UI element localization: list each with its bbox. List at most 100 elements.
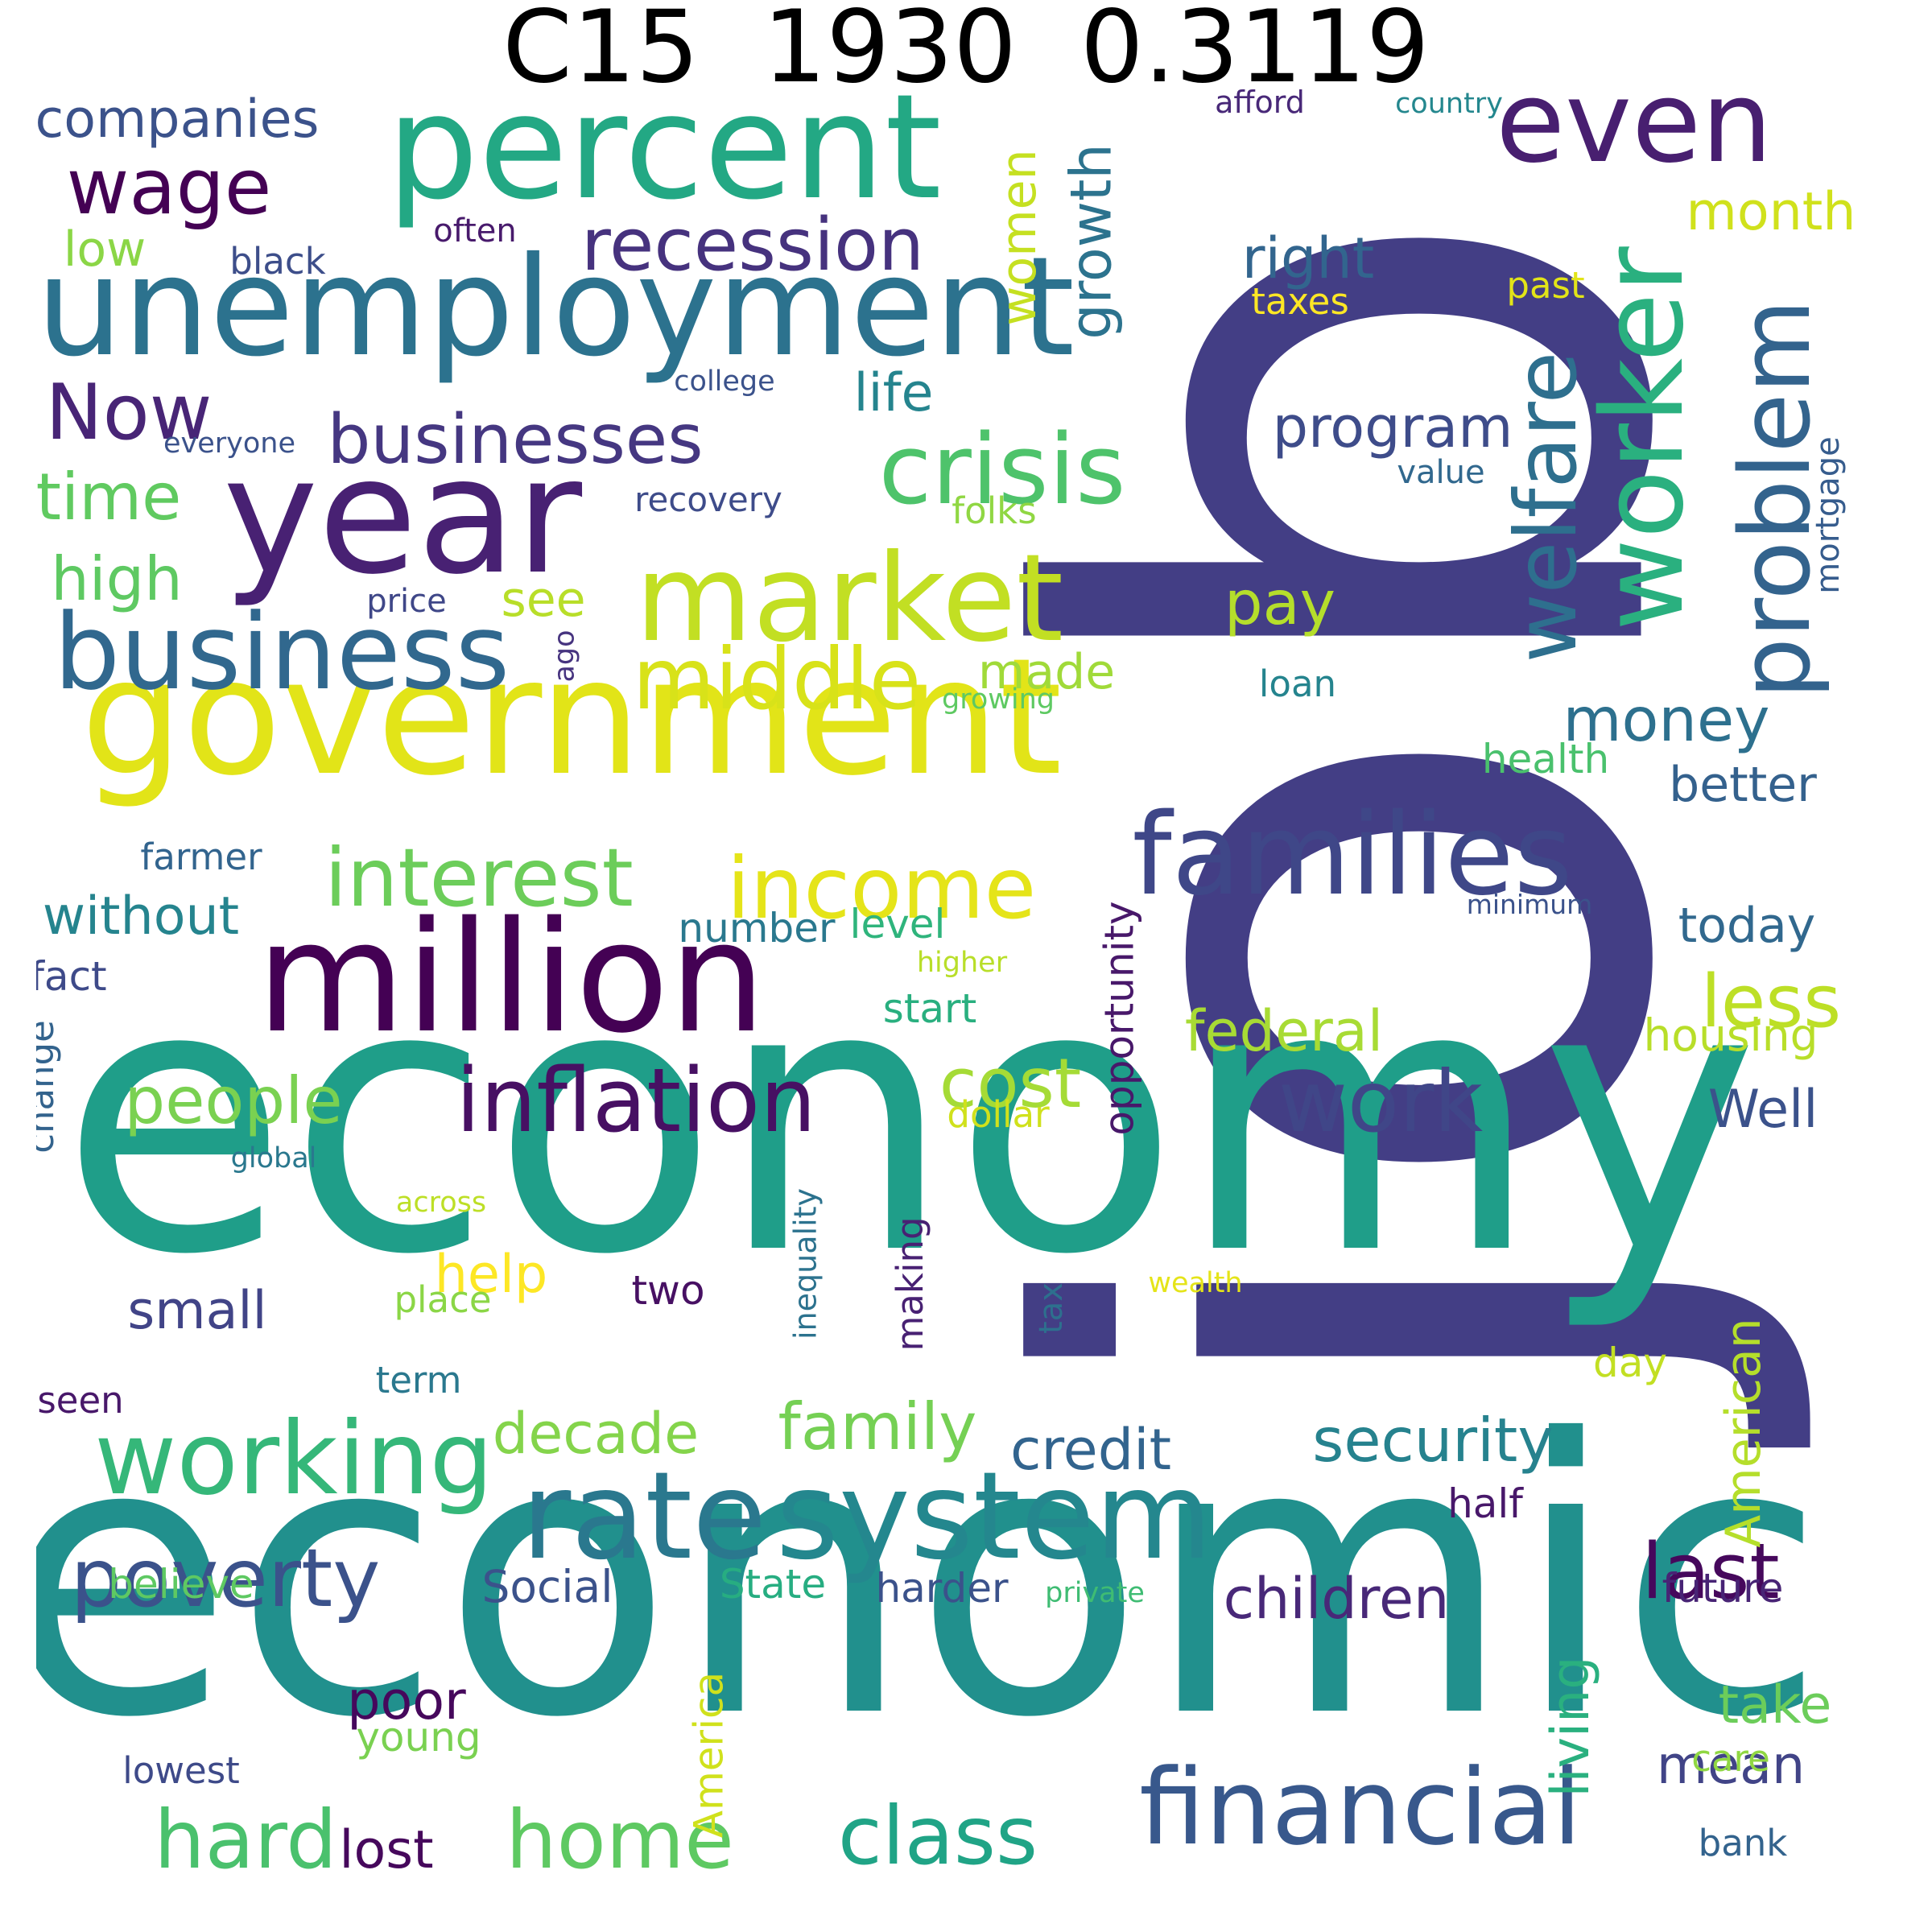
word-global: global xyxy=(231,1142,317,1174)
word-future: future xyxy=(1662,1565,1784,1612)
word-inflation: inflation xyxy=(456,1049,816,1152)
word-hard: hard xyxy=(154,1793,337,1887)
word-economic: economic xyxy=(36,1360,1827,1800)
word-interest: interest xyxy=(324,831,634,925)
word-better: better xyxy=(1669,757,1817,813)
word-farmer: farmer xyxy=(140,836,262,878)
word-taxes: taxes xyxy=(1251,280,1349,323)
word-even: even xyxy=(1496,85,1773,188)
word-home: home xyxy=(506,1793,734,1887)
word-economy: economy xyxy=(60,905,1760,1335)
word-see: see xyxy=(501,572,585,628)
word-rate: rate xyxy=(522,1447,767,1587)
word-federal: federal xyxy=(1185,998,1383,1064)
word-made: made xyxy=(978,644,1115,700)
word-work: work xyxy=(1278,1053,1483,1151)
word-past: past xyxy=(1506,264,1584,307)
word-day: day xyxy=(1593,1340,1667,1386)
figure-title: C15 1930 0.3119 xyxy=(502,0,1430,105)
word-cloud: job economy economic government unemployment… xyxy=(36,85,1896,1928)
word-poverty: poverty xyxy=(71,1531,381,1625)
word-program: program xyxy=(1273,394,1513,460)
word-half: half xyxy=(1447,1480,1524,1527)
word-everyone: everyone xyxy=(163,427,295,460)
word-less: less xyxy=(1701,960,1841,1044)
word-take: take xyxy=(1719,1675,1832,1736)
word-loan: loan xyxy=(1259,663,1336,705)
word-pay: pay xyxy=(1224,568,1335,638)
word-system: system xyxy=(776,1447,1212,1587)
word-million: million xyxy=(257,889,766,1067)
word-seen: seen xyxy=(37,1379,123,1422)
word-cost: cost xyxy=(939,1044,1081,1124)
word-credit: credit xyxy=(1010,1417,1171,1483)
word-worker: worker xyxy=(1578,246,1709,631)
word-growing: growing xyxy=(942,683,1055,716)
word-problem: problem xyxy=(1720,299,1832,700)
word-college: college xyxy=(674,365,774,398)
word-women: women xyxy=(991,149,1047,325)
word-high: high xyxy=(51,543,183,614)
word-start: start xyxy=(883,985,976,1032)
word-money: money xyxy=(1563,684,1769,755)
word-american: American xyxy=(1715,1318,1772,1548)
word-living: living xyxy=(1541,1656,1601,1797)
word-crisis: crisis xyxy=(878,415,1125,526)
word-country: country xyxy=(1395,88,1503,120)
word-mean: mean xyxy=(1657,1736,1805,1796)
word-young: young xyxy=(356,1714,481,1761)
word-families: families xyxy=(1132,790,1572,921)
word-america: America xyxy=(686,1672,733,1838)
word-recovery: recovery xyxy=(634,480,782,519)
word-folks: folks xyxy=(952,489,1036,532)
word-percent: percent xyxy=(386,85,941,232)
word-decade: decade xyxy=(493,1401,699,1467)
word-welfare: welfare xyxy=(1497,352,1596,663)
word-price: price xyxy=(366,583,447,620)
word-state: State xyxy=(720,1561,826,1608)
word-lost: lost xyxy=(339,1820,433,1880)
word-wage: wage xyxy=(67,143,272,232)
word-class: class xyxy=(838,1789,1038,1883)
word-black: black xyxy=(229,240,325,283)
word-dollar: dollar xyxy=(947,1093,1050,1136)
word-businesses: businesses xyxy=(327,400,703,480)
word-health: health xyxy=(1482,736,1609,782)
word-today: today xyxy=(1678,898,1816,954)
word-children: children xyxy=(1224,1566,1450,1632)
word-mortgage: mortgage xyxy=(1810,436,1847,593)
word-companies: companies xyxy=(36,89,320,150)
word-making: making xyxy=(889,1216,931,1351)
word-middle: middle xyxy=(633,630,922,729)
word-without: without xyxy=(43,886,239,947)
word-month: month xyxy=(1686,182,1856,242)
word-wealth: wealth xyxy=(1148,1267,1242,1299)
word-poor: poor xyxy=(347,1671,466,1732)
word-believe: believe xyxy=(108,1561,254,1608)
word-minimum: minimum xyxy=(1467,889,1593,920)
word-two: two xyxy=(631,1267,704,1314)
word-inequality: inequality xyxy=(787,1188,823,1340)
word-help: help xyxy=(435,1245,548,1305)
word-care: care xyxy=(1691,1737,1770,1780)
word-well: Well xyxy=(1708,1080,1818,1140)
word-value: value xyxy=(1397,454,1484,491)
word-across: across xyxy=(396,1187,486,1219)
word-opportunity: opportunity xyxy=(1096,901,1143,1135)
word-number: number xyxy=(678,905,836,952)
word-security: security xyxy=(1312,1405,1553,1476)
word-term: term xyxy=(376,1359,462,1402)
word-time: time xyxy=(36,460,181,535)
word-often: often xyxy=(433,213,517,250)
word-life: life xyxy=(854,363,934,423)
word-recession: recession xyxy=(581,203,924,287)
word-afford: afford xyxy=(1215,85,1305,120)
word-small: small xyxy=(127,1281,266,1341)
word-people: people xyxy=(124,1063,342,1138)
word-tax: tax xyxy=(1033,1282,1070,1334)
word-year: year xyxy=(223,423,583,610)
word-ago: ago xyxy=(548,630,580,682)
word-harder: harder xyxy=(875,1565,1009,1612)
word-last: last xyxy=(1641,1528,1779,1616)
word-private: private xyxy=(1045,1577,1145,1609)
